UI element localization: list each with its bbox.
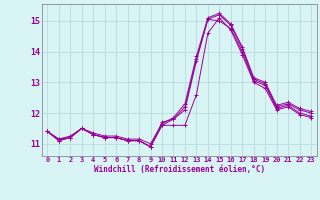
X-axis label: Windchill (Refroidissement éolien,°C): Windchill (Refroidissement éolien,°C) — [94, 165, 265, 174]
